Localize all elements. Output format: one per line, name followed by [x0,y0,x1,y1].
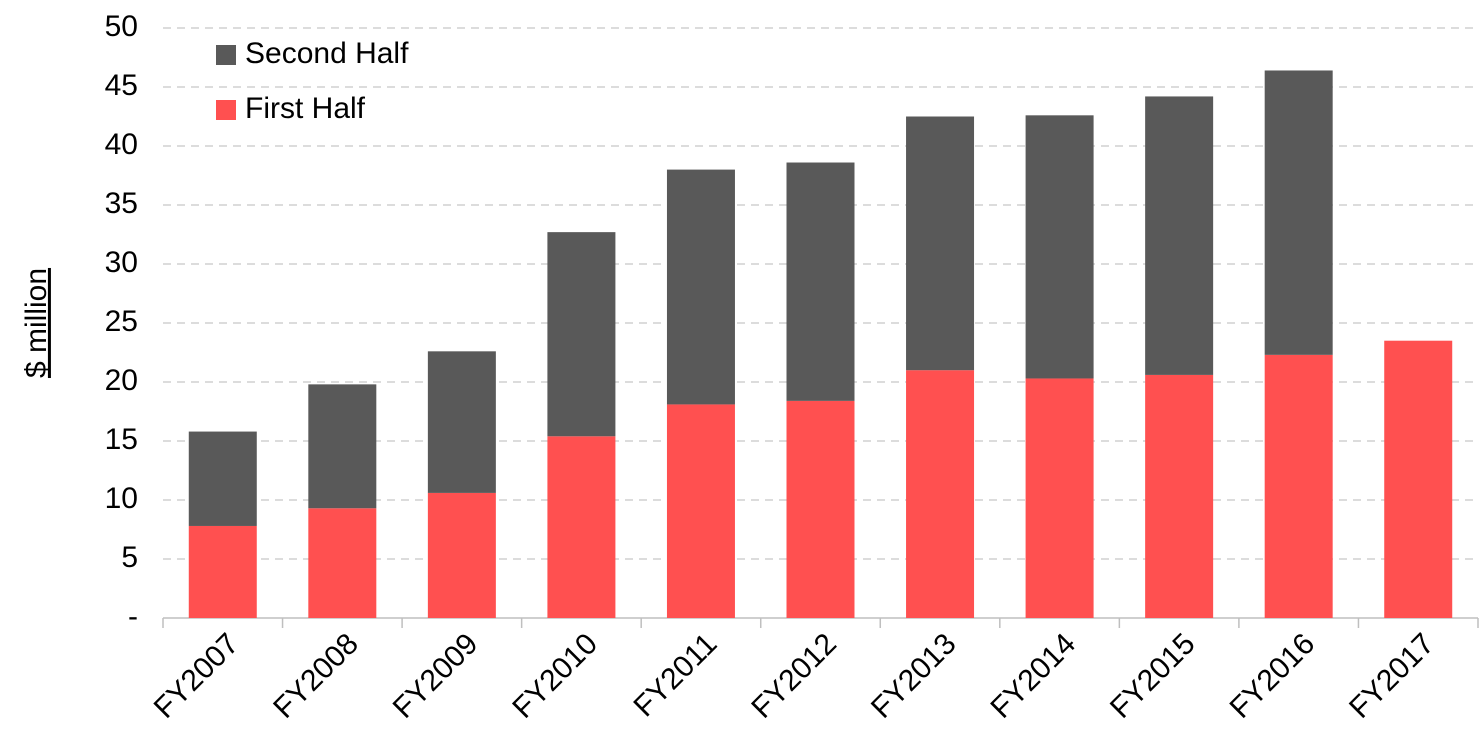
y-tick-label: 15 [105,423,138,456]
x-tick-label: FY2008 [267,627,365,725]
x-tick-label: FY2011 [627,627,723,723]
bar-segment [1025,378,1094,618]
y-tick-label: 50 [105,10,138,43]
bar-segment [906,116,975,371]
y-tick-label: 30 [105,246,138,279]
bar-segment [906,370,975,618]
y-tick-label: 45 [105,69,138,102]
x-tick-label: FY2007 [148,627,246,725]
bar-segment [1264,70,1333,355]
legend-swatch [216,45,236,65]
bar-segment [427,351,496,493]
legend-label: Second Half [245,37,409,70]
x-tick-label: FY2012 [745,627,843,725]
bar-segment [666,169,735,405]
y-tick-label: 5 [121,541,138,574]
x-tick-label: FY2017 [1343,627,1441,725]
bar-segment [786,162,855,401]
x-tick-label: FY2010 [506,627,604,725]
y-axis-label: $ million [20,268,53,378]
x-tick-label: FY2016 [1224,627,1322,725]
bar-segment [1384,340,1453,618]
bar-segment [188,525,257,618]
bar-segment [1264,354,1333,618]
bar-segment [1145,374,1214,618]
bar-segment [786,400,855,618]
x-tick-label: FY2015 [1104,627,1202,725]
y-tick-label: - [128,600,138,633]
bar-segment [547,436,616,618]
bar-segment [188,431,257,526]
bar-segment [1025,115,1094,379]
legend-label: First Half [245,92,366,125]
y-tick-label: 40 [105,128,138,161]
y-tick-label: 35 [105,187,138,220]
bar-segment [308,508,377,618]
y-tick-label: 20 [105,364,138,397]
x-tick-label: FY2009 [387,627,485,725]
bar-segment [547,232,616,437]
x-tick-label: FY2014 [985,627,1083,725]
bar-segment [308,384,377,509]
bar-segment [427,492,496,618]
y-tick-label: 25 [105,305,138,338]
bar-segment [1145,96,1214,375]
y-tick-label: 10 [105,482,138,515]
x-tick-label: FY2013 [865,627,963,725]
bar-segment [666,404,735,618]
legend-swatch [216,100,236,120]
